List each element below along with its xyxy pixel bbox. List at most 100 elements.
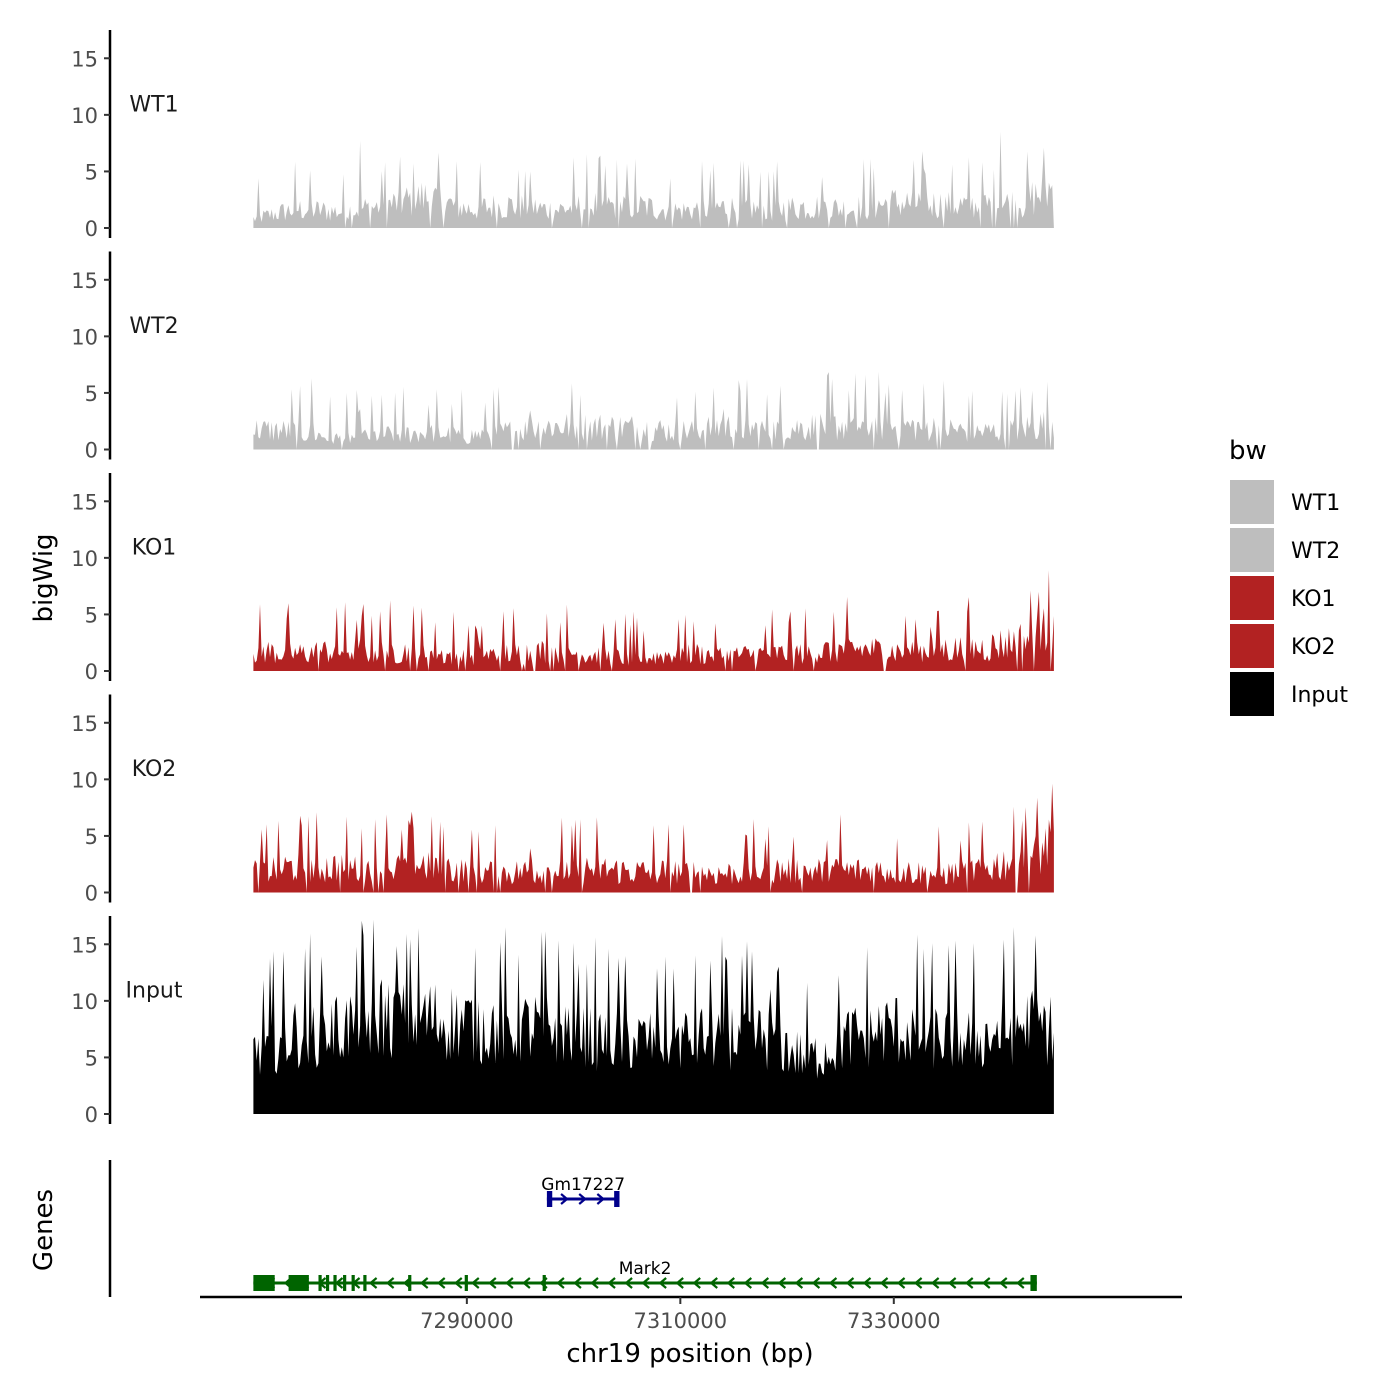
panel-ko1: 0 5 10 15 KO1: [71, 473, 1054, 684]
strand-arrow: [573, 1277, 582, 1289]
exon: [1030, 1275, 1037, 1291]
gene-label-mark2: Mark2: [619, 1259, 672, 1279]
x-tick-label: 7310000: [634, 1309, 728, 1333]
strand-arrow: [709, 1277, 718, 1289]
y-tick-label: 5: [85, 160, 98, 184]
coverage-area-input: [253, 919, 1054, 1114]
y-tick-label: 5: [85, 825, 98, 849]
strand-arrow: [794, 1277, 804, 1289]
gene-mark2: Mark2: [253, 1259, 1037, 1291]
coverage-area-ko1: [253, 570, 1054, 671]
y-tick-label: 5: [85, 603, 98, 627]
strand-arrow: [999, 1277, 1008, 1289]
strand-arrow: [596, 1193, 606, 1205]
strand-arrow: [385, 1277, 395, 1289]
genes-panel: Gm17227 Mark2: [108, 1160, 1037, 1297]
strand-arrow: [964, 1277, 974, 1289]
legend-label-input: Input: [1291, 683, 1348, 708]
strand-arrow: [896, 1277, 906, 1289]
strand-arrow: [437, 1277, 446, 1289]
strand-arrow: [845, 1277, 855, 1289]
strand-arrow: [488, 1277, 497, 1289]
exon: [408, 1275, 412, 1291]
y-tick-label: 10: [71, 768, 98, 792]
strand-arrow: [590, 1277, 599, 1289]
y-tick-label: 0: [85, 660, 98, 684]
track-label-input: Input: [126, 978, 183, 1003]
y-tick-label: 10: [71, 547, 98, 571]
y-tick-label: 15: [71, 47, 98, 71]
strand-arrow: [624, 1277, 633, 1289]
strand-arrow: [560, 1193, 569, 1205]
strand-arrow: [879, 1277, 889, 1289]
y-tick-label: 15: [71, 712, 98, 736]
y-tick-label: 10: [71, 104, 98, 128]
legend-key-wt1: [1230, 480, 1274, 524]
y-tick-label: 15: [71, 269, 98, 293]
panel-wt1: 0 5 10 15 WT1: [71, 30, 1054, 241]
legend-key-ko2: [1230, 624, 1274, 668]
legend-title: bw: [1229, 436, 1267, 466]
exon: [253, 1275, 275, 1291]
exon: [542, 1275, 546, 1291]
y-tick-label: 0: [85, 439, 98, 463]
genes-axis-title: Genes: [29, 1189, 59, 1271]
track-label-ko2: KO2: [132, 757, 177, 782]
legend-label-wt2: WT2: [1291, 539, 1340, 564]
strand-arrow: [692, 1277, 701, 1289]
exon: [351, 1275, 355, 1291]
strand-arrow: [505, 1277, 514, 1289]
strand-arrow: [658, 1277, 667, 1289]
gene-gm17227: Gm17227: [541, 1175, 625, 1207]
strand-arrow: [862, 1277, 872, 1289]
strand-arrow: [419, 1277, 429, 1289]
y-tick-label: 5: [85, 382, 98, 406]
exon: [614, 1191, 620, 1207]
legend-label-ko2: KO2: [1291, 635, 1336, 660]
exon: [333, 1275, 337, 1291]
legend: bw WT1 WT2 KO1 KO2 Input: [1229, 436, 1348, 716]
legend-label-wt1: WT1: [1291, 491, 1340, 516]
strand-arrow: [760, 1277, 770, 1289]
gene-label-gm17227: Gm17227: [541, 1175, 625, 1195]
exon: [546, 1191, 553, 1207]
strand-arrow: [556, 1277, 565, 1289]
exon: [464, 1275, 468, 1291]
strand-arrow: [777, 1277, 787, 1289]
x-axis-title: chr19 position (bp): [566, 1339, 813, 1369]
y-axis-title: bigWig: [29, 533, 59, 622]
exon: [325, 1275, 330, 1291]
coverage-area-wt2: [253, 371, 1054, 450]
y-tick-label: 10: [71, 990, 98, 1014]
strand-arrow: [913, 1277, 923, 1289]
legend-key-input: [1230, 672, 1274, 716]
exon: [343, 1275, 347, 1291]
strand-arrow: [368, 1277, 378, 1289]
panel-wt2: 0 5 10 15 WT2: [71, 251, 1054, 463]
y-tick-label: 0: [85, 882, 98, 906]
strand-arrow: [578, 1193, 587, 1205]
track-label-wt2: WT2: [129, 314, 178, 339]
strand-arrow: [607, 1277, 616, 1289]
legend-key-wt2: [1230, 528, 1274, 572]
x-axis: 7290000 7310000 7330000: [200, 1295, 1182, 1333]
legend-key-ko1: [1230, 576, 1274, 620]
exon: [363, 1275, 367, 1291]
x-tick-label: 7330000: [847, 1309, 941, 1333]
strand-arrow: [982, 1277, 991, 1289]
track-label-ko1: KO1: [132, 535, 177, 560]
strand-arrow: [930, 1277, 940, 1289]
strand-arrow: [454, 1277, 463, 1289]
panel-ko2: 0 5 10 15 KO2: [71, 694, 1054, 906]
panel-input: 0 5 10 15 Input: [71, 916, 1054, 1127]
coverage-area-wt1: [253, 131, 1054, 228]
strand-arrow: [1016, 1277, 1025, 1289]
strand-arrow: [522, 1277, 531, 1289]
exon: [318, 1275, 322, 1291]
x-tick-label: 7290000: [420, 1309, 514, 1333]
strand-arrow: [811, 1277, 821, 1289]
coverage-area-ko2: [253, 783, 1054, 893]
y-tick-label: 15: [71, 490, 98, 514]
y-tick-label: 0: [85, 217, 98, 241]
